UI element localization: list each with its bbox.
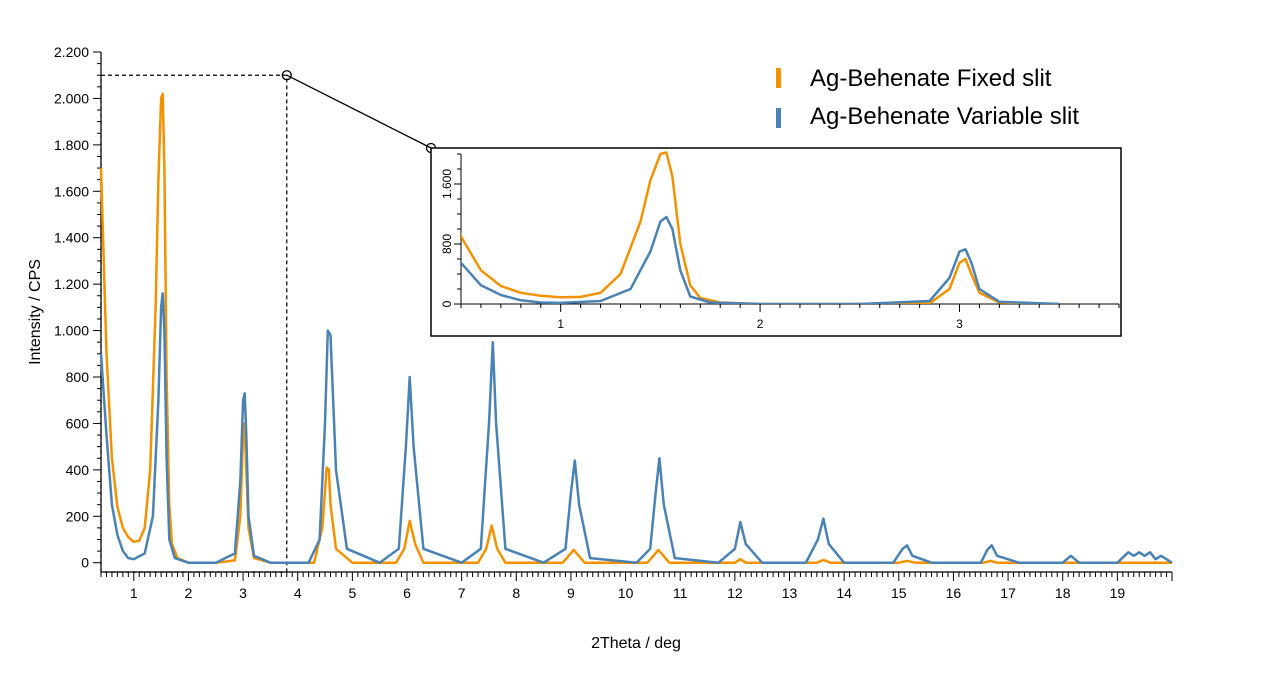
x-tick-label: 5 [348, 585, 356, 601]
inset-y-tick-label: 0 [440, 300, 454, 307]
series-line-fixed-slit [99, 92, 1172, 564]
zoom-guides [100, 70, 437, 573]
x-tick-label: 8 [512, 585, 520, 601]
main-axes: 1 2 3 4 5 6 7 8 9 10 11 12 13 14 15 16 17 18 1902004006008… [54, 44, 1173, 601]
y-tick-label: 1.000 [54, 323, 89, 339]
x-tick-label: 19 [1110, 585, 1126, 601]
y-tick-label: 800 [66, 369, 90, 385]
zoom-region-box [100, 74, 288, 573]
legend-label-variable-slit: Ag-Behenate Variable slit [810, 103, 1079, 130]
zoom-anchor-marker [281, 70, 292, 81]
x-tick-label: 2 [185, 585, 193, 601]
y-tick-label: 400 [66, 462, 90, 478]
y-tick-label: 1.600 [54, 183, 89, 199]
inset-x-tick-label: 1 [557, 317, 564, 331]
inset-frame [430, 147, 1122, 337]
x-tick-label: 9 [567, 585, 575, 601]
x-tick-label: 13 [782, 585, 798, 601]
series-line-variable-slit [99, 292, 1173, 564]
x-tick-label: 14 [836, 585, 852, 601]
legend-swatch-fixed-slit [776, 68, 781, 88]
x-tick-label: 16 [946, 585, 962, 601]
zoom-connector-line [286, 74, 432, 149]
y-tick-label: 1.400 [54, 230, 89, 246]
x-tick-label: 18 [1055, 585, 1071, 601]
inset-series-line-variable-slit [461, 215, 1060, 304]
x-tick-label: 7 [458, 585, 466, 601]
x-tick-label: 1 [130, 585, 138, 601]
legend-swatch-variable-slit [776, 108, 781, 128]
x-tick-label: 4 [294, 585, 302, 601]
x-tick-label: 10 [618, 585, 634, 601]
x-tick-label: 17 [1000, 585, 1016, 601]
main-plot: 1 2 3 4 5 6 7 8 9 10 11 12 13 14 15 16 17 18 1902004006008… [54, 44, 1173, 601]
y-tick-label: 1.200 [54, 276, 89, 292]
y-tick-label: 2.200 [54, 44, 89, 60]
y-tick-label: 600 [66, 415, 90, 431]
x-tick-label: 3 [239, 585, 247, 601]
inset-plot: 1 2 3 0 800 1.600 [430, 147, 1122, 337]
x-axis-title: 2Theta / deg [591, 635, 681, 652]
inset-series-line-fixed-slit [461, 151, 1060, 304]
inset-series [461, 151, 1060, 304]
y-tick-label: 1.800 [54, 137, 89, 153]
inset-x-tick-label: 2 [757, 317, 764, 331]
y-tick-label: 2.000 [54, 90, 89, 106]
x-tick-label: 12 [727, 585, 743, 601]
y-tick-label: 0 [81, 555, 89, 571]
x-tick-label: 11 [673, 585, 688, 601]
x-tick-label: 15 [891, 585, 907, 601]
legend: Ag-Behenate Fixed slit Ag-Behenate Varia… [776, 65, 1079, 130]
inset-y-tick-label: 800 [440, 234, 454, 254]
inset-x-tick-label: 3 [956, 317, 963, 331]
y-axis-title: Intensity / CPS [27, 259, 44, 365]
main-series [99, 92, 1173, 564]
legend-label-fixed-slit: Ag-Behenate Fixed slit [810, 65, 1052, 92]
inset-y-tick-label: 1.600 [440, 169, 454, 199]
x-tick-label: 6 [403, 585, 411, 601]
y-tick-label: 200 [66, 508, 90, 524]
